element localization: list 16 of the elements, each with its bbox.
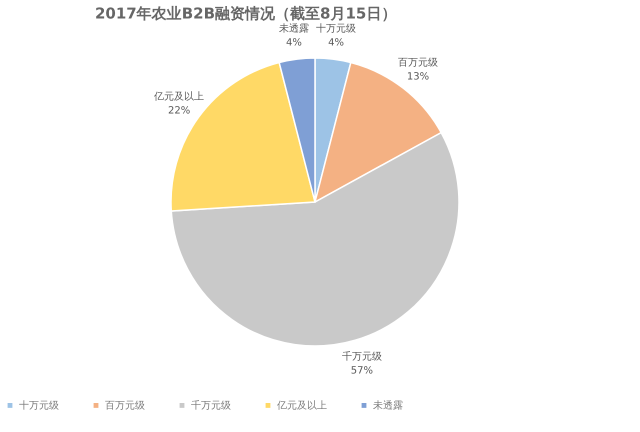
chart-title: 2017年农业B2B融资情况（截至8月15日） bbox=[95, 4, 396, 22]
legend-label: 千万元级 bbox=[191, 399, 231, 412]
slice-label: 十万元级 bbox=[316, 22, 356, 34]
slice-label: 百万元级 bbox=[398, 56, 438, 68]
data-label: 4% bbox=[286, 37, 302, 48]
legend-label: 百万元级 bbox=[105, 399, 145, 412]
data-label: 22% bbox=[168, 105, 190, 116]
data-label: 4% bbox=[328, 37, 344, 48]
legend-label: 十万元级 bbox=[19, 399, 59, 412]
slice-label: 亿元及以上 bbox=[153, 90, 204, 102]
slice-label: 未透露 bbox=[278, 22, 309, 34]
legend-label: 亿元及以上 bbox=[276, 399, 327, 412]
data-label: 13% bbox=[406, 71, 430, 82]
legend-label: 未透露 bbox=[373, 399, 403, 412]
slice-label: 千万元级 bbox=[342, 350, 382, 362]
data-label: 57% bbox=[350, 365, 373, 376]
